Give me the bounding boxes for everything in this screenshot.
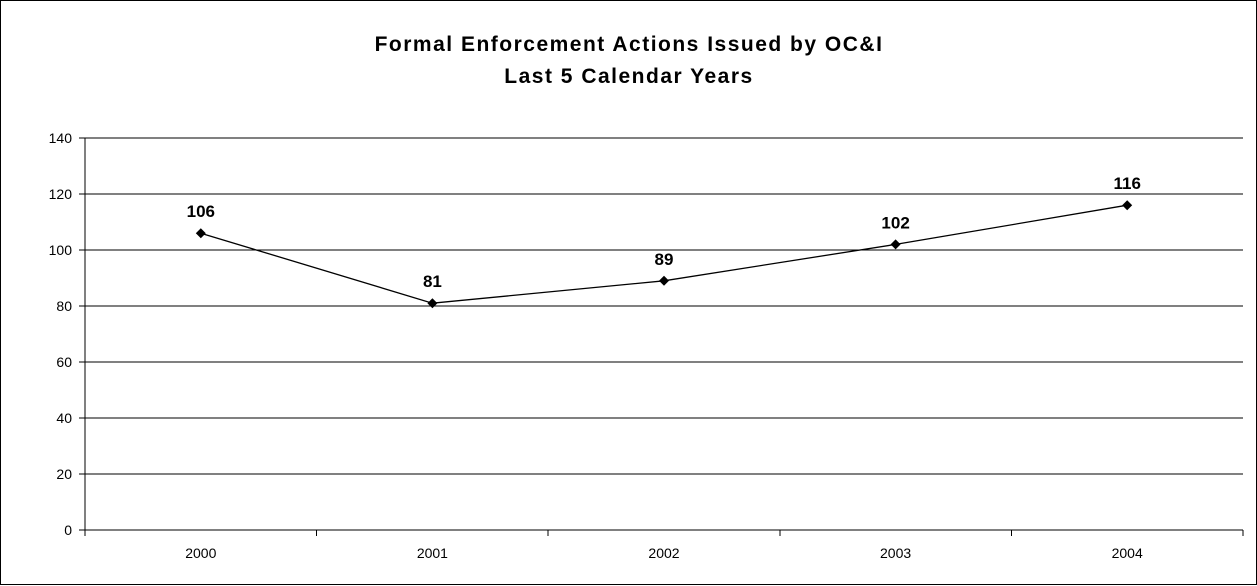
data-labels: 106 81 89 102 116 [187, 174, 1141, 291]
data-point-marker [195, 228, 206, 239]
x-tick-label: 2001 [417, 545, 448, 561]
y-tick-label: 20 [56, 466, 72, 482]
series-markers [195, 200, 1133, 309]
y-tick-label: 80 [56, 298, 72, 314]
x-tick-label: 2004 [1112, 545, 1143, 561]
data-label: 102 [881, 213, 909, 232]
data-label: 106 [187, 202, 215, 221]
data-label: 89 [655, 250, 674, 269]
data-point-marker [1122, 200, 1133, 211]
axes [79, 137, 1244, 536]
chart-title-line-1: Formal Enforcement Actions Issued by OC&… [375, 33, 884, 56]
chart-title: Formal Enforcement Actions Issued by OC&… [375, 33, 884, 88]
x-tick-label: 2003 [880, 545, 911, 561]
data-point-marker [890, 239, 901, 250]
y-tick-label: 100 [49, 242, 73, 258]
y-tick-label: 40 [56, 410, 72, 426]
x-tick-label: 2000 [185, 545, 216, 561]
gridlines [85, 137, 1243, 475]
data-point-marker [427, 298, 438, 309]
y-tick-label: 60 [56, 354, 72, 370]
y-tick-label: 120 [49, 186, 73, 202]
data-label: 116 [1113, 174, 1140, 193]
y-axis-ticks: 0 20 40 60 80 100 120 140 [49, 130, 73, 538]
x-tick-label: 2002 [648, 545, 679, 561]
data-label: 81 [423, 272, 442, 291]
y-tick-label: 0 [64, 522, 72, 538]
chart-title-line-2: Last 5 Calendar Years [504, 65, 753, 88]
data-point-marker [659, 275, 669, 286]
x-axis-ticks: 2000 2001 2002 2003 2004 [185, 545, 1143, 561]
y-tick-label: 140 [49, 130, 73, 146]
